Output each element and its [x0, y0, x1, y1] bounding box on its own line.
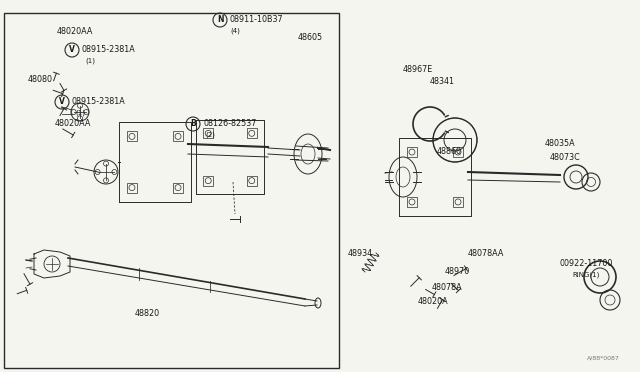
Bar: [407, 147, 417, 157]
Text: 48934: 48934: [348, 250, 373, 259]
Text: 48820: 48820: [135, 310, 160, 318]
Text: 48020A: 48020A: [418, 298, 449, 307]
Text: 48020AA: 48020AA: [55, 119, 92, 128]
Text: 48860: 48860: [437, 148, 462, 157]
Text: 48078A: 48078A: [432, 282, 463, 292]
Text: (1): (1): [75, 110, 85, 116]
Bar: [127, 131, 137, 141]
Bar: [453, 197, 463, 207]
Text: 48341: 48341: [430, 77, 455, 87]
Bar: [204, 176, 213, 186]
Text: (2): (2): [205, 132, 215, 138]
Text: (4): (4): [230, 28, 240, 34]
Text: 48078AA: 48078AA: [468, 250, 504, 259]
Bar: [127, 183, 137, 193]
Text: (1): (1): [85, 58, 95, 64]
Text: 08126-82537: 08126-82537: [203, 119, 257, 128]
Text: RING(1): RING(1): [572, 272, 600, 278]
Text: 48967E: 48967E: [403, 64, 433, 74]
Bar: [453, 147, 463, 157]
Bar: [247, 176, 257, 186]
Text: 48970: 48970: [445, 267, 470, 276]
Text: N: N: [217, 16, 223, 25]
Text: 48020AA: 48020AA: [57, 28, 93, 36]
Text: 08911-10B37: 08911-10B37: [230, 16, 284, 25]
Text: 08915-2381A: 08915-2381A: [72, 97, 125, 106]
Text: B: B: [190, 119, 196, 128]
Text: 48073C: 48073C: [550, 153, 580, 161]
Text: 48035A: 48035A: [545, 140, 575, 148]
Bar: [407, 197, 417, 207]
Bar: [173, 183, 183, 193]
Bar: [247, 128, 257, 138]
Text: 00922-11700: 00922-11700: [560, 260, 613, 269]
Text: A/88*0087: A/88*0087: [587, 356, 620, 360]
Text: V: V: [69, 45, 75, 55]
Bar: [204, 128, 213, 138]
Text: 08915-2381A: 08915-2381A: [82, 45, 136, 55]
Text: V: V: [59, 97, 65, 106]
Bar: [4, 13, 339, 368]
Text: 48605: 48605: [298, 33, 323, 42]
Text: 48080: 48080: [28, 74, 53, 83]
Bar: [173, 131, 183, 141]
